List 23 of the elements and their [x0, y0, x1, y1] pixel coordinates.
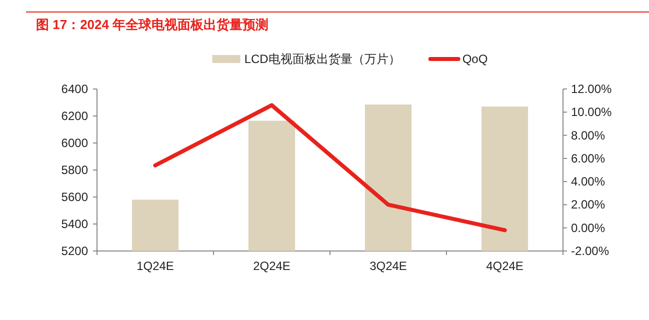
y2-tick-label: 2.00%	[571, 198, 606, 212]
y-tick-label: 6200	[61, 109, 88, 123]
y2-tick-label: 6.00%	[571, 151, 606, 166]
x-tick-label: 4Q24E	[486, 259, 524, 273]
line-series	[153, 103, 507, 232]
chart-title: 图 17：2024 年全球电视面板出货量预测	[36, 17, 269, 32]
y-tick-label: 6400	[61, 82, 88, 96]
y2-tick-label: 0.00%	[571, 220, 606, 235]
y-tick-label: 5200	[61, 244, 88, 258]
legend-label: LCD电视面板出货量（万片）	[244, 52, 400, 66]
y2-tick-label: 4.00%	[571, 174, 606, 189]
y2-tick-label: 10.00%	[571, 105, 612, 120]
y2-tick-label: 12.00%	[571, 82, 612, 96]
x-tick-label: 2Q24E	[253, 259, 290, 273]
y-tick-label: 5400	[61, 217, 88, 231]
y-tick-label: 6000	[61, 136, 88, 150]
x-tick-label: 1Q24E	[136, 259, 174, 273]
y-tick-label: 5600	[61, 190, 88, 204]
y2-tick-label: -2.00%	[571, 244, 610, 258]
y2-tick-label: 8.00%	[571, 128, 606, 142]
legend-label: QoQ	[462, 52, 488, 66]
x-tick-label: 3Q24E	[370, 259, 407, 273]
y-tick-label: 5800	[61, 163, 88, 177]
